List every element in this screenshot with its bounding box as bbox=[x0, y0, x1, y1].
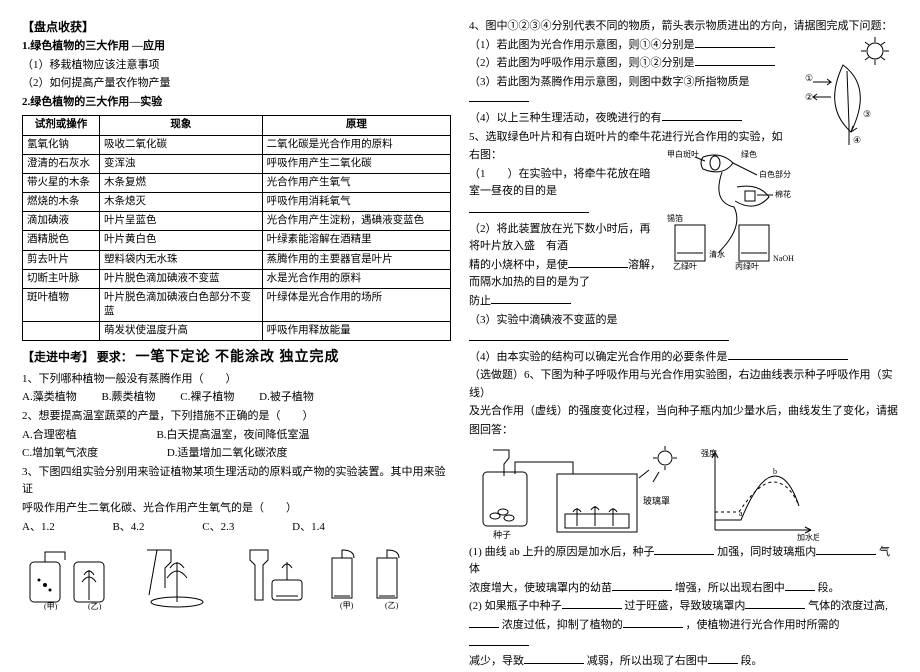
blank bbox=[728, 349, 848, 360]
q6-2a: (2) 如果瓶子中种子 过于旺盛，导致玻璃罩内 气体的浓度过高, bbox=[469, 598, 898, 616]
blank bbox=[623, 617, 683, 628]
svg-text:清水: 清水 bbox=[709, 249, 725, 259]
blank bbox=[708, 653, 738, 664]
q3-opts: A、1.2 B、4.2 C、2.3 D、1.4 bbox=[22, 519, 451, 537]
zk-req-label: 要求： bbox=[97, 350, 133, 364]
table-row: 剪去叶片塑料袋内无水珠蒸腾作用的主要器官是叶片 bbox=[23, 250, 451, 269]
seed-apparatus-icon: 种子 玻璃罩 bbox=[469, 444, 689, 544]
table-row: 斑叶植物叶片脱色滴加碘液白色部分不变蓝叶绿体是光合作用的场所 bbox=[23, 288, 451, 321]
blank bbox=[695, 37, 775, 48]
svg-text:甲白斑叶: 甲白斑叶 bbox=[667, 149, 699, 159]
blank bbox=[612, 580, 672, 591]
svg-text:NaOH: NaOH bbox=[773, 254, 794, 263]
q4: 4、图中①②③④分别代表不同的物质，箭头表示物质进出的方向，请据图完成下问题： bbox=[469, 18, 898, 36]
th-reagent: 试剂或操作 bbox=[23, 116, 100, 135]
morning-glory-diagram-icon: 甲白斑叶 绿色 白色部分 棉花 锡箔 乙绿叶 清水 丙绿叶 NaOH bbox=[667, 147, 797, 272]
q3l1: 3、下图四组实验分别用来验证植物某项生理活动的原料或产物的实验装置。其中用来验证 bbox=[22, 464, 451, 499]
svg-text:(甲): (甲) bbox=[44, 602, 58, 610]
blank bbox=[745, 598, 805, 609]
svg-text:绿色: 绿色 bbox=[741, 149, 757, 159]
q6-1b: 浓度增大，使玻璃罩内的幼苗 增强，所以出现右图中 段。 bbox=[469, 580, 898, 598]
blank bbox=[695, 55, 775, 66]
q2-opts1: A.合理密植 B.白天提高温室，夜间降低室温 bbox=[22, 427, 451, 445]
svg-text:①: ① bbox=[805, 73, 813, 83]
blank bbox=[785, 580, 815, 591]
svg-text:④: ④ bbox=[853, 135, 861, 145]
text: （1）移栽植物应该注意事项 bbox=[22, 57, 451, 75]
svg-text:棉花: 棉花 bbox=[775, 189, 791, 199]
table-row: 澄清的石灰水变浑浊呼吸作用产生二氧化碳 bbox=[23, 154, 451, 173]
table-row: 带火星的木条木条复燃光合作用产生氧气 bbox=[23, 173, 451, 192]
heading-exp: 2.绿色植物的三大作用—实验 bbox=[22, 94, 451, 112]
q3l2: 呼吸作用产生二氧化碳、光合作用产生氧气的是（ ） bbox=[22, 500, 451, 518]
heading-app: 1.绿色植物的三大作用 —应用 bbox=[22, 38, 451, 56]
th-phenom: 现象 bbox=[100, 116, 263, 135]
curve-chart-icon: 强度 加水后 a b bbox=[699, 444, 819, 544]
blank bbox=[469, 617, 499, 628]
table-row: 切断主叶脉叶片脱色滴加碘液不变蓝水是光合作用的原料 bbox=[23, 269, 451, 288]
zk-req: 一笔下定论 不能涂改 独立完成 bbox=[136, 350, 340, 365]
svg-text:加水后: 加水后 bbox=[797, 532, 819, 542]
q5-3: （3）实验中滴碘液不变蓝的是 bbox=[469, 312, 898, 330]
table-row: 滴加碘液叶片呈蓝色光合作用产生淀粉，遇碘液变蓝色 bbox=[23, 212, 451, 231]
svg-text:(乙): (乙) bbox=[88, 602, 102, 610]
q6l3: 图回答： bbox=[469, 422, 898, 440]
q6-figrow: 种子 玻璃罩 强度 加水 bbox=[469, 444, 898, 544]
svg-text:(甲): (甲) bbox=[340, 601, 354, 610]
blank bbox=[568, 257, 628, 268]
svg-text:乙绿叶: 乙绿叶 bbox=[673, 262, 697, 271]
q6-2c: 减少，导致 减弱，所以出现了右图中 段。 bbox=[469, 653, 898, 671]
blank bbox=[469, 202, 589, 213]
q3-fig3-icon bbox=[232, 540, 312, 610]
q3-fig2-icon bbox=[132, 540, 222, 610]
q1-opts: A.藻类植物 B.蕨类植物 C.裸子植物 D.被子植物 bbox=[22, 389, 451, 407]
blank bbox=[816, 544, 876, 555]
q3-fig1-icon: (甲) (乙) bbox=[22, 540, 122, 610]
q6-2b: 浓度过低，抑制了植物的 ，使植物进行光合作用时所需的 bbox=[469, 617, 898, 652]
q6l2: 及光合作用（虚线）的强度变化过程，当向种子瓶内加少量水后，曲线发生了变化，请据 bbox=[469, 403, 898, 421]
svg-text:强度: 强度 bbox=[701, 448, 717, 458]
svg-text:(乙): (乙) bbox=[385, 601, 399, 610]
table-row: 氢氧化钠吸收二氧化碳二氧化碳是光合作用的原料 bbox=[23, 135, 451, 154]
th-principle: 原理 bbox=[262, 116, 450, 135]
svg-text:b: b bbox=[773, 467, 777, 476]
blank bbox=[491, 293, 571, 304]
q2: 2、想要提高温室蔬菜的产量，下列措施不正确的是（ ） bbox=[22, 408, 451, 426]
svg-text:a: a bbox=[739, 509, 743, 518]
q6l1: （选做题）6、下图为种子呼吸作用与光合作用实验图，右边曲线表示种子呼吸作用（实线… bbox=[469, 367, 898, 402]
section1-title: 【盘点收获】 bbox=[22, 18, 451, 35]
blank bbox=[524, 653, 584, 664]
svg-text:③: ③ bbox=[863, 109, 871, 119]
blank bbox=[662, 110, 742, 121]
experiment-table: 试剂或操作 现象 原理 氢氧化钠吸收二氧化碳二氧化碳是光合作用的原料 澄清的石灰… bbox=[22, 115, 451, 341]
q2-opts2: C.增加氧气浓度 D.适量增加二氧化碳浓度 bbox=[22, 445, 451, 463]
blank bbox=[562, 598, 622, 609]
svg-text:锡箔: 锡箔 bbox=[667, 213, 683, 223]
table-row: 酒精脱色叶片黄白色叶绿素能溶解在酒精里 bbox=[23, 231, 451, 250]
svg-text:白色部分: 白色部分 bbox=[759, 169, 791, 179]
svg-text:玻璃罩: 玻璃罩 bbox=[643, 495, 670, 506]
leaf-diagram-icon: ① ② ③ ④ bbox=[803, 37, 898, 147]
svg-text:②: ② bbox=[805, 92, 813, 102]
blank bbox=[469, 330, 729, 341]
blank bbox=[469, 635, 529, 646]
zhongkao-title: 【走进中考】 bbox=[22, 350, 94, 364]
table-row: 萌发状使温度升高呼吸作用释放能量 bbox=[23, 322, 451, 341]
svg-text:种子: 种子 bbox=[493, 529, 511, 540]
q3-fig4-icon: (甲) (乙) bbox=[322, 540, 422, 610]
table-row: 燃烧的木条木条熄灭呼吸作用消耗氧气 bbox=[23, 193, 451, 212]
q5-2d: 防止 bbox=[469, 293, 898, 311]
q5-4: （4）由本实验的结构可以确定光合作用的必要条件是 bbox=[469, 349, 898, 367]
text: （2）如何提高产量农作物产量 bbox=[22, 75, 451, 93]
blank bbox=[654, 544, 714, 555]
q6-1: (1) 曲线 ab 上升的原因是加水后，种子 加强，同时玻璃瓶内 气体 bbox=[469, 544, 898, 579]
q3-figure-row: (甲) (乙) (甲) (乙) bbox=[22, 540, 451, 610]
q1: 1、下列哪种植物一般没有蒸腾作用（ ） bbox=[22, 371, 451, 389]
blank bbox=[469, 91, 529, 102]
svg-text:丙绿叶: 丙绿叶 bbox=[735, 262, 759, 271]
